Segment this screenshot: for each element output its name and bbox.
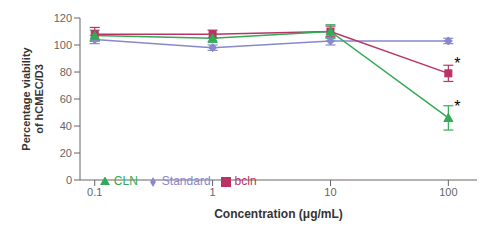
svg-text:100: 100 [54, 39, 72, 51]
svg-text:0: 0 [66, 174, 72, 186]
html-text:CLN: CLN [113, 174, 138, 188]
svg-text:Concentration (μg/mL): Concentration (μg/mL) [214, 207, 343, 221]
svg-text:60: 60 [60, 93, 72, 105]
html-text:bcln: bcln [234, 174, 257, 188]
svg-text:*: * [454, 55, 460, 72]
svg-text:100: 100 [439, 186, 457, 198]
svg-text:Percentage viabilityof hCMEC/D: Percentage viabilityof hCMEC/D3 [20, 46, 45, 150]
svg-text:80: 80 [60, 66, 72, 78]
svg-text:40: 40 [60, 120, 72, 132]
svg-text:0.1: 0.1 [87, 186, 102, 198]
svg-text:10: 10 [324, 186, 336, 198]
html-text:Standard: Standard [161, 174, 211, 188]
svg-text:20: 20 [60, 147, 72, 159]
svg-text:1: 1 [210, 186, 216, 198]
svg-text:*: * [454, 98, 460, 115]
svg-text:120: 120 [54, 12, 72, 24]
